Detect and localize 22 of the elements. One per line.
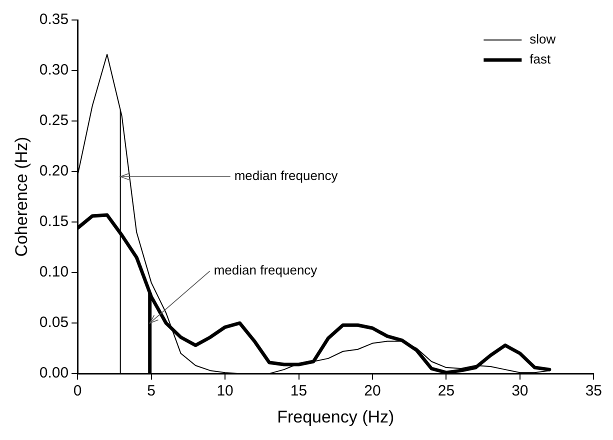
x-tick-label: 10 (216, 382, 234, 400)
x-tick-label: 15 (290, 382, 308, 400)
legend-label: fast (530, 52, 551, 67)
y-tick-label: 0.30 (39, 62, 69, 79)
y-tick-label: 0.10 (39, 264, 69, 281)
x-tick-label: 20 (364, 382, 381, 400)
x-tick-label: 35 (585, 382, 602, 400)
x-tick-label: 25 (438, 382, 455, 400)
y-tick-label: 0.35 (39, 11, 69, 28)
y-tick-label: 0.15 (39, 213, 69, 230)
x-tick-label: 0 (73, 382, 82, 400)
annotation: median frequency (214, 262, 318, 278)
annotation: median frequency (234, 168, 338, 184)
y-axis-title: Coherence (Hz) (12, 136, 31, 257)
y-tick-label: 0.25 (39, 112, 69, 130)
x-tick-label: 30 (512, 382, 528, 400)
y-tick-label: 0.00 (39, 364, 69, 382)
x-axis-title: Frequency (Hz) (277, 407, 394, 426)
y-tick-label: 0.05 (39, 314, 69, 332)
legend-label: slow (530, 32, 556, 47)
x-tick-label: 5 (147, 382, 156, 400)
y-tick-label: 0.20 (39, 162, 69, 180)
